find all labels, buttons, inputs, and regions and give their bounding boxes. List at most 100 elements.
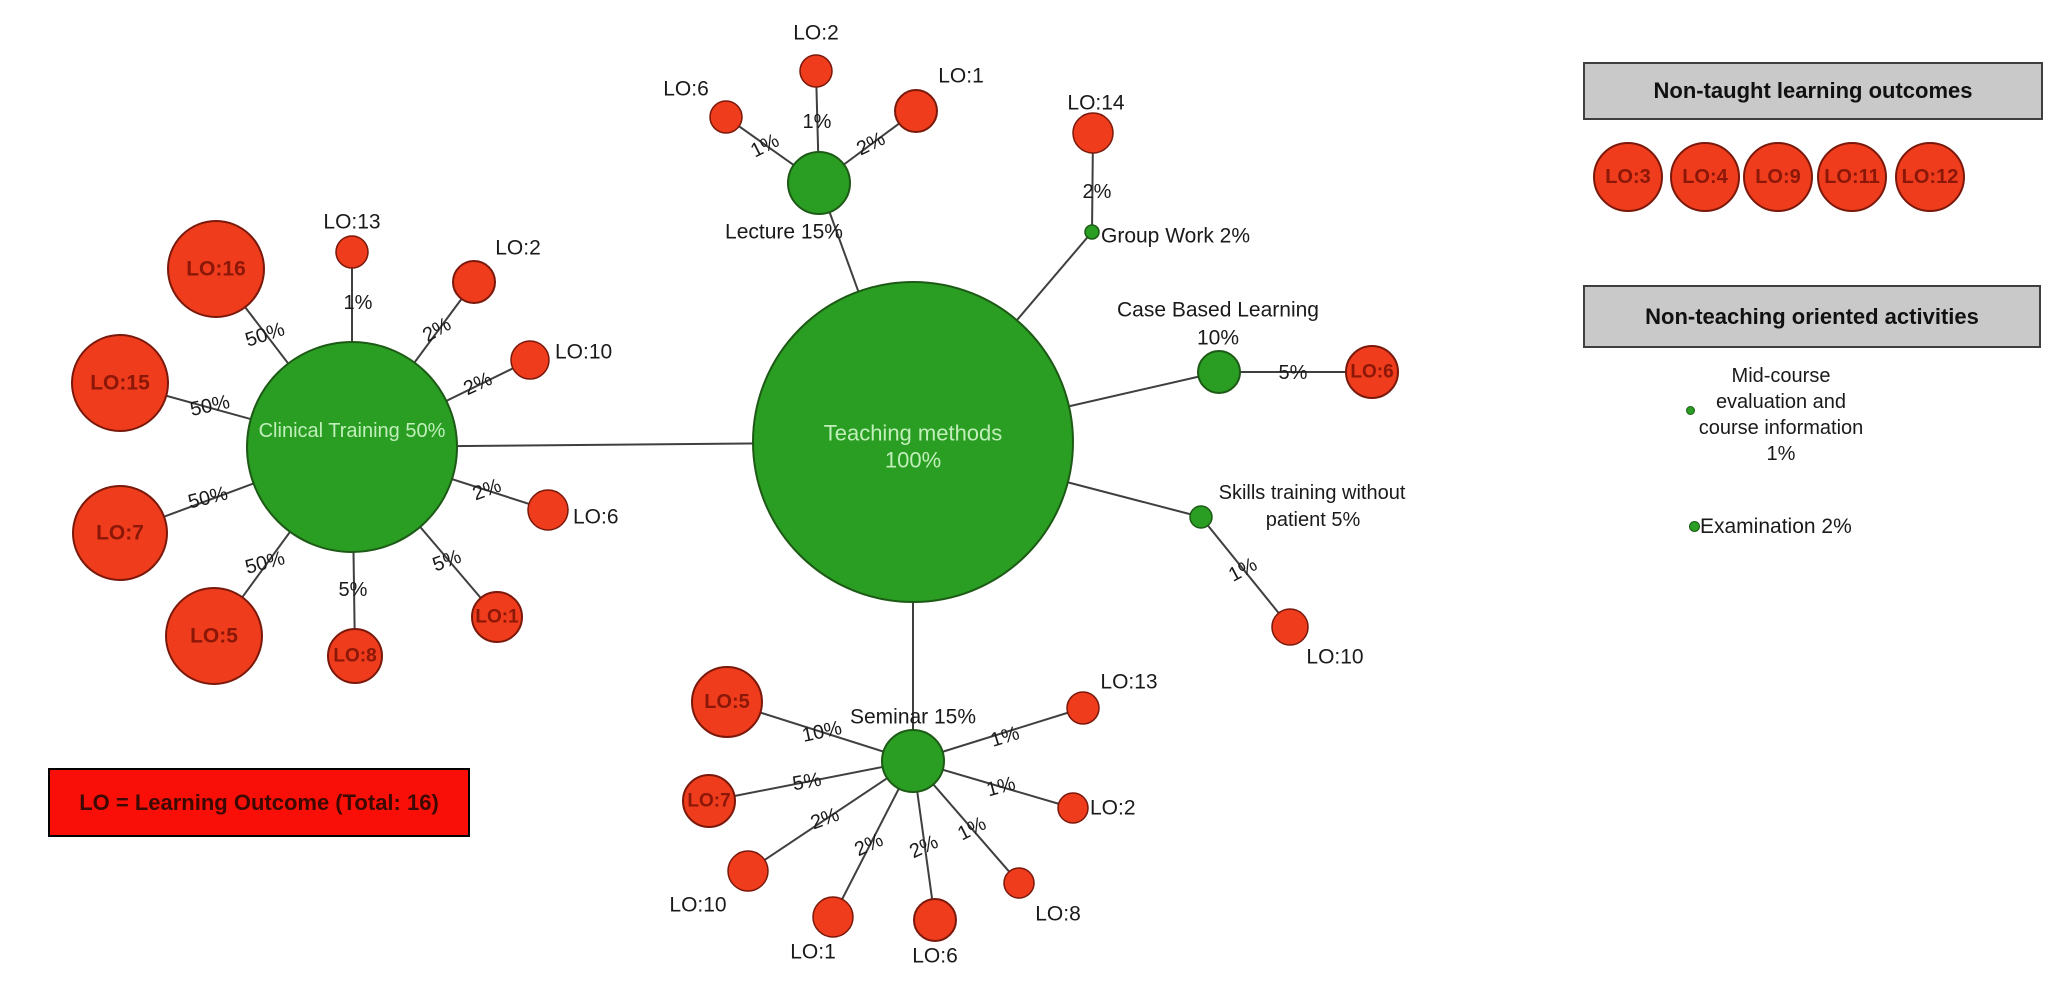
edge-label-seminar-lo7_sem: 5% xyxy=(791,769,824,796)
label-lo7-sem-label: LO:7 xyxy=(687,791,730,812)
node-lecture xyxy=(787,151,851,215)
label-groupwork-label: Group Work 2% xyxy=(1101,225,1250,248)
node-lo1_lec xyxy=(894,89,938,133)
non-taught-lo-circle: LO:9 xyxy=(1743,142,1813,212)
non-taught-lo-circle: LO:11 xyxy=(1817,142,1887,212)
label-cbl-label-line2: 10% xyxy=(1197,327,1239,350)
node-clinical xyxy=(246,341,458,553)
node-teaching xyxy=(752,281,1074,603)
edge-label-lecture-lo2_lec: 1% xyxy=(803,111,832,133)
label-lo14-label: LO:14 xyxy=(1067,92,1125,115)
node-lo8_sem xyxy=(1003,867,1035,899)
legend-box: LO = Learning Outcome (Total: 16) xyxy=(48,768,470,837)
node-lo2_sem xyxy=(1057,792,1089,824)
node-lo5_cl xyxy=(165,587,263,685)
label-lo10-sk-label: LO:10 xyxy=(1306,646,1363,669)
node-lo7_sem xyxy=(682,774,736,828)
node-lo6_sem xyxy=(913,898,957,942)
node-lo6_cbl xyxy=(1345,345,1399,399)
label-lo5-sem-label: LO:5 xyxy=(704,691,750,713)
edge-label-clinical-lo15: 50% xyxy=(188,391,232,421)
edge-label-clinical-lo10_cl: 2% xyxy=(460,368,496,400)
label-lo13-cl-label: LO:13 xyxy=(323,211,380,234)
node-lo14 xyxy=(1072,112,1114,154)
label-lo15-label: LO:15 xyxy=(90,372,150,395)
label-lo1-lec-label: LO:1 xyxy=(938,65,984,88)
edge-label-clinical-lo7_cl: 50% xyxy=(186,482,230,513)
node-lo13_cl xyxy=(335,235,369,269)
midcourse-bullet-dot xyxy=(1686,406,1695,415)
examination-bullet-dot xyxy=(1689,521,1700,532)
node-lo2_lec xyxy=(799,54,833,88)
label-clinical-label: Clinical Training 50% xyxy=(259,420,446,442)
non-taught-lo-circle: LO:12 xyxy=(1895,142,1965,212)
non-taught-outcomes-header: Non-taught learning outcomes xyxy=(1583,62,2043,120)
label-skills-label-line2: patient 5% xyxy=(1266,509,1361,531)
label-lo6-lec-label: LO:6 xyxy=(663,78,709,101)
edge-label-seminar-lo6_sem: 2% xyxy=(906,831,942,863)
node-skills xyxy=(1189,505,1213,529)
edge-seminar-lo10_sem xyxy=(747,760,914,872)
node-seminar xyxy=(881,729,945,793)
midcourse-evaluation-label: Mid-course evaluation and course informa… xyxy=(1698,365,1864,465)
edge-label-clinical-lo16: 50% xyxy=(243,318,288,351)
label-lo6-sem-label: LO:6 xyxy=(912,945,958,968)
edge-label-clinical-lo6_cl: 2% xyxy=(470,475,505,506)
label-lo5-cl-label: LO:5 xyxy=(190,625,238,648)
label-lo8-cl-label: LO:8 xyxy=(333,646,376,667)
non-taught-lo-circle: LO:4 xyxy=(1670,142,1740,212)
node-lo7_cl xyxy=(72,485,168,581)
node-lo15 xyxy=(71,334,169,432)
node-lo1_sem xyxy=(812,896,854,938)
edge-seminar-lo7_sem xyxy=(708,760,914,802)
edge-label-seminar-lo1_sem: 2% xyxy=(851,829,887,861)
edge-label-groupwork-lo14: 2% xyxy=(1083,181,1112,203)
node-lo2_cl xyxy=(452,260,496,304)
edge-label-skills-lo10_sk: 1% xyxy=(1225,553,1261,586)
node-lo13_sem xyxy=(1066,691,1100,725)
label-lo2-cl-label: LO:2 xyxy=(495,237,541,260)
edge-label-lecture-lo6_lec: 1% xyxy=(747,130,783,163)
node-lo6_lec xyxy=(709,100,743,134)
label-lo6-cbl-label: LO:6 xyxy=(1350,362,1393,383)
edge-label-seminar-lo10_sem: 2% xyxy=(808,804,843,835)
node-lo10_sem xyxy=(727,850,769,892)
node-lo10_sk xyxy=(1271,608,1309,646)
edge-label-clinical-lo5_cl: 50% xyxy=(243,547,288,579)
label-lo2-sem-label: LO:2 xyxy=(1090,797,1136,820)
non-taught-lo-circle: LO:3 xyxy=(1593,142,1663,212)
node-lo8_cl xyxy=(327,628,383,684)
label-lo7-cl-label: LO:7 xyxy=(96,522,144,545)
label-lo10-cl-label: LO:10 xyxy=(555,341,612,364)
edge-label-clinical-lo13_cl: 1% xyxy=(344,292,373,314)
edge-label-cbl-lo6_cbl: 5% xyxy=(1279,362,1308,384)
label-lo2-lec-label: LO:2 xyxy=(793,22,839,45)
label-seminar-label: Seminar 15% xyxy=(850,706,976,729)
label-lo6-cl-label: LO:6 xyxy=(573,506,619,529)
label-teaching-line2: 100% xyxy=(885,448,941,473)
label-teaching-line1: Teaching methods xyxy=(824,421,1003,446)
label-lo16-label: LO:16 xyxy=(186,258,246,281)
edge-skills-lo10_sk xyxy=(1200,516,1291,628)
edge-label-seminar-lo8_sem: 1% xyxy=(954,813,990,846)
node-lo10_cl xyxy=(510,340,550,380)
label-lo8-sem-label: LO:8 xyxy=(1035,903,1081,926)
node-lo6_cl xyxy=(527,489,569,531)
edge-label-clinical-lo8_cl: 5% xyxy=(339,579,368,601)
label-skills-label-line1: Skills training without xyxy=(1219,482,1406,504)
node-lo1_cl xyxy=(471,591,523,643)
label-cbl-label-line1: Case Based Learning xyxy=(1117,299,1319,322)
edge-label-seminar-lo13_sem: 1% xyxy=(988,722,1022,752)
edge-label-clinical-lo2_cl: 2% xyxy=(419,313,455,347)
node-lo5_sem xyxy=(691,666,763,738)
edge-label-seminar-lo5_sem: 10% xyxy=(800,717,844,747)
label-lo13-sem-label: LO:13 xyxy=(1100,671,1157,694)
node-cbl xyxy=(1197,350,1241,394)
non-teaching-activities-header: Non-teaching oriented activities xyxy=(1583,285,2041,348)
edge-label-seminar-lo2_sem: 1% xyxy=(984,773,1018,802)
label-lo10-sem-label: LO:10 xyxy=(669,894,726,917)
label-lo1-cl-label: LO:1 xyxy=(475,607,519,628)
label-lecture-label: Lecture 15% xyxy=(725,221,843,244)
